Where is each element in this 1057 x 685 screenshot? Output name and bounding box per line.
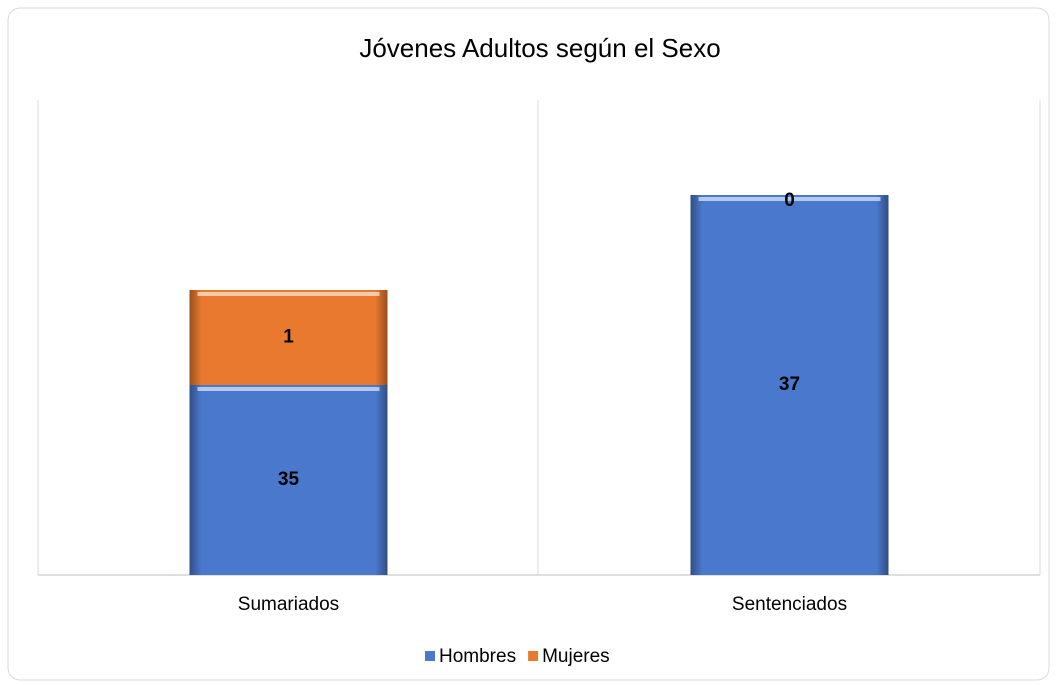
legend-label: Hombres xyxy=(439,646,516,667)
chart-title: Jóvenes Adultos según el Sexo xyxy=(359,33,720,63)
x-tick-label: Sumariados xyxy=(238,594,339,615)
data-label: 0 xyxy=(784,190,795,211)
bar-highlight xyxy=(197,387,380,391)
legend-swatch xyxy=(425,651,435,661)
x-tick-label: Sentenciados xyxy=(732,594,847,615)
legend-label: Mujeres xyxy=(542,646,610,667)
bar-highlight xyxy=(197,292,380,296)
card xyxy=(7,7,1050,681)
data-label: 37 xyxy=(779,374,800,395)
legend-swatch xyxy=(528,651,539,661)
bar-highlight xyxy=(698,197,881,201)
data-label: 35 xyxy=(278,469,300,490)
data-label: 1 xyxy=(283,327,294,348)
